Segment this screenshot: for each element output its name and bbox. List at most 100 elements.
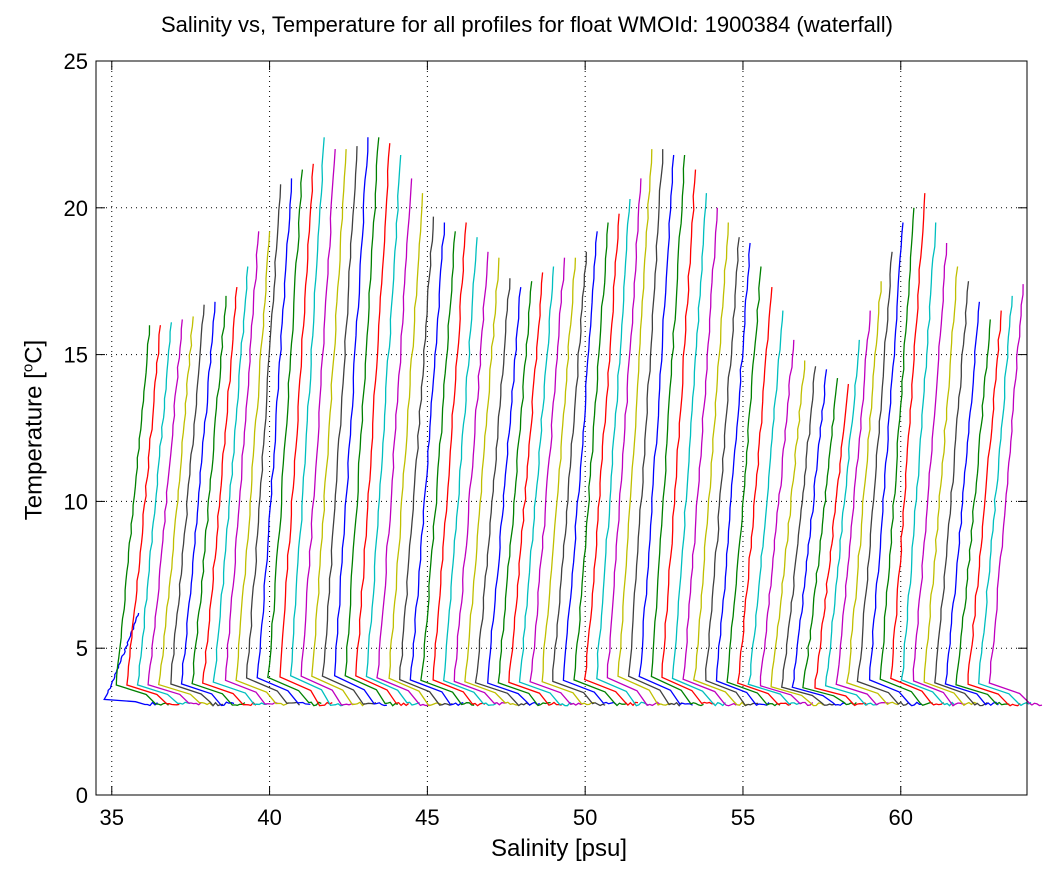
profile-line bbox=[638, 154, 693, 706]
profile-line bbox=[682, 207, 737, 707]
profile-line bbox=[562, 231, 617, 705]
profile-line bbox=[432, 222, 486, 707]
profile-line bbox=[518, 266, 573, 707]
profile-line bbox=[256, 178, 311, 706]
profile-line bbox=[627, 149, 683, 707]
profile-line bbox=[136, 322, 191, 705]
y-axis-label-end: C] bbox=[20, 339, 48, 364]
profile-line bbox=[235, 231, 289, 706]
tick-layer: 35 40 45 50 55 60 0 5 10 15 20 25 bbox=[64, 49, 1027, 830]
profile-line bbox=[202, 287, 257, 707]
profile-line bbox=[814, 383, 868, 707]
profile-line bbox=[321, 146, 377, 705]
profile-line bbox=[868, 222, 922, 707]
profile-line bbox=[147, 319, 202, 706]
profile-line bbox=[126, 325, 180, 706]
profile-line bbox=[824, 339, 879, 706]
profile-line bbox=[890, 193, 945, 706]
y-tick-label: 15 bbox=[64, 343, 88, 368]
profile-line bbox=[409, 222, 464, 707]
profile-line bbox=[170, 304, 224, 707]
profile-line bbox=[923, 266, 977, 707]
profile-line bbox=[212, 266, 267, 706]
y-tick-label: 25 bbox=[64, 49, 88, 74]
profile-line bbox=[115, 325, 169, 706]
profile-line bbox=[747, 310, 802, 706]
x-tick-label: 55 bbox=[731, 805, 755, 830]
profile-line bbox=[487, 287, 540, 706]
profile-line bbox=[791, 369, 846, 706]
profile-line bbox=[661, 169, 715, 705]
profile-line bbox=[508, 272, 562, 706]
x-tick-label: 40 bbox=[257, 805, 281, 830]
profile-line bbox=[606, 178, 661, 707]
x-tick-label: 60 bbox=[889, 805, 913, 830]
x-tick-label: 45 bbox=[415, 805, 439, 830]
profile-line bbox=[279, 163, 333, 707]
axes-box bbox=[95, 60, 1028, 796]
profile-line bbox=[399, 216, 453, 706]
y-tick-label: 10 bbox=[64, 489, 88, 514]
profile-line bbox=[978, 295, 1032, 707]
profile-layer bbox=[103, 137, 1043, 707]
profile-line bbox=[846, 281, 901, 706]
y-axis-label: Temperature [oC] bbox=[20, 270, 49, 590]
profile-line bbox=[245, 184, 300, 706]
profile-line bbox=[267, 169, 322, 707]
profile-line bbox=[955, 319, 1010, 706]
profile-line bbox=[442, 237, 497, 706]
profile-line bbox=[879, 207, 933, 707]
profile-line bbox=[464, 257, 519, 706]
profile-line bbox=[344, 137, 398, 707]
profile-line bbox=[802, 378, 857, 706]
profile-line bbox=[191, 295, 246, 706]
y-tick-label: 0 bbox=[76, 783, 88, 808]
profile-line bbox=[311, 149, 366, 707]
profile-line bbox=[759, 339, 814, 707]
y-axis-label-main: Temperature [ bbox=[20, 372, 48, 521]
profile-line bbox=[900, 222, 956, 707]
profile-line bbox=[726, 266, 781, 707]
profile-line bbox=[388, 193, 442, 707]
profile-line bbox=[967, 310, 1021, 707]
profile-line bbox=[944, 301, 999, 707]
profile-line bbox=[453, 251, 508, 706]
profile-line bbox=[705, 237, 759, 707]
profile-line bbox=[474, 278, 530, 707]
y-tick-label: 20 bbox=[64, 196, 88, 221]
profile-line bbox=[552, 251, 606, 707]
profile-line bbox=[541, 257, 595, 706]
x-tick-label: 35 bbox=[100, 805, 124, 830]
profile-line bbox=[650, 154, 704, 707]
y-tick-label: 5 bbox=[76, 636, 88, 661]
profile-line bbox=[529, 257, 584, 706]
profile-line bbox=[333, 137, 387, 707]
profile-line bbox=[573, 222, 628, 707]
profile-line bbox=[596, 198, 650, 707]
profile-line bbox=[376, 178, 431, 707]
y-axis-label-sup: o bbox=[19, 363, 37, 373]
profile-line bbox=[617, 149, 671, 706]
profile-line bbox=[355, 143, 410, 707]
profile-line bbox=[835, 310, 890, 706]
profile-line bbox=[365, 154, 420, 706]
profile-line bbox=[420, 231, 475, 706]
profile-line bbox=[856, 251, 912, 707]
profile-line bbox=[692, 222, 748, 707]
profile-line bbox=[224, 231, 278, 705]
profile-line bbox=[934, 281, 988, 707]
profile-line bbox=[912, 242, 966, 707]
profile-line bbox=[780, 366, 835, 706]
chart-title: Salinity vs, Temperature for all profile… bbox=[160, 12, 893, 37]
profile-line bbox=[988, 284, 1043, 707]
profile-line bbox=[157, 316, 213, 706]
profile-line bbox=[583, 213, 639, 707]
profile-line bbox=[671, 193, 726, 707]
profile-line bbox=[497, 281, 551, 707]
profile-line bbox=[736, 287, 792, 706]
x-axis-label: Salinity [psu] bbox=[490, 835, 628, 862]
profile-line bbox=[289, 137, 344, 707]
profile-line bbox=[300, 149, 355, 706]
